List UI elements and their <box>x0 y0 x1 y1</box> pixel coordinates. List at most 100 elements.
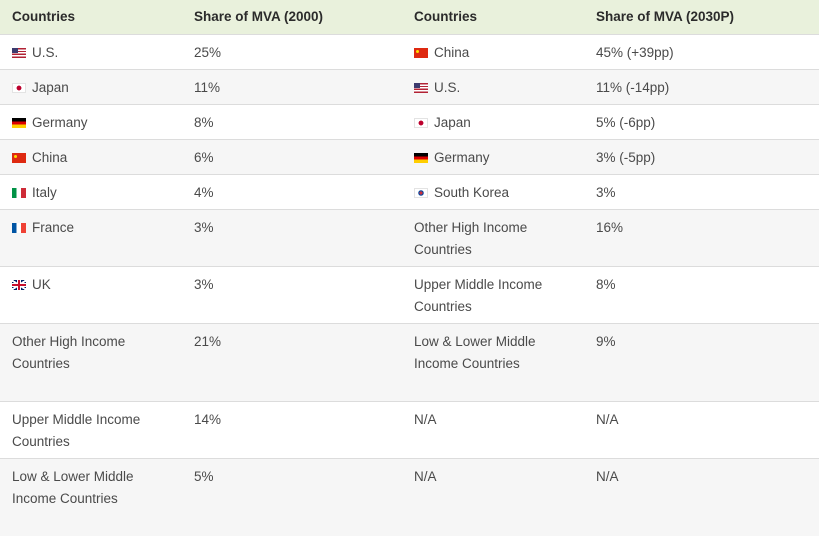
share-2000-cell-text: 21% <box>194 333 222 349</box>
share-2000-cell: 21% <box>182 323 402 401</box>
share-2000-cell: 11% <box>182 69 402 104</box>
country-2000-cell-text: U.S. <box>32 44 59 60</box>
country-2030-cell-text: Low & Lower Middle Income Countries <box>414 333 536 371</box>
country-2000-cell-text: Low & Lower Middle Income Countries <box>12 468 134 506</box>
share-2030-cell-text: N/A <box>596 468 619 484</box>
share-2000-cell-text: 3% <box>194 276 214 292</box>
share-2000-cell-text: 11% <box>194 79 221 95</box>
share-2030-cell: 3% (-5pp) <box>584 139 819 174</box>
country-2000-cell-text: Other High Income Countries <box>12 333 126 371</box>
country-2000-cell-text: China <box>32 149 68 165</box>
share-2030-cell: 5% (-6pp) <box>584 104 819 139</box>
country-2030-cell-text: Japan <box>434 114 471 130</box>
country-2030-cell: Low & Lower Middle Income Countries <box>402 323 584 401</box>
table-row: UK 3% Upper Middle Income Countries 8% <box>0 266 819 323</box>
germany-flag-icon <box>414 152 428 163</box>
country-2030-cell-text: Upper Middle Income Countries <box>414 276 543 314</box>
table-row: Italy 4% South Korea 3% <box>0 174 819 209</box>
share-2030-cell-text: 45% (+39pp) <box>596 44 674 60</box>
share-2030-cell-text: 3% <box>596 184 616 200</box>
uk-flag-icon <box>12 279 26 290</box>
country-2030-cell-text: China <box>434 44 470 60</box>
country-2030-cell: Upper Middle Income Countries <box>402 266 584 323</box>
country-2030-cell: N/A <box>402 401 584 458</box>
country-2000-cell: U.S. <box>0 34 182 69</box>
header-countries-2030: Countries <box>414 9 478 25</box>
country-2030-cell-text: Germany <box>434 149 490 165</box>
country-2000-cell: Upper Middle Income Countries <box>0 401 182 458</box>
share-2030-cell: 8% <box>584 266 819 323</box>
share-2030-cell-text: N/A <box>596 411 619 427</box>
us-flag-icon <box>12 47 26 58</box>
table-row: U.S. 25% China 45% (+39pp) <box>0 34 819 69</box>
country-2000-cell: China <box>0 139 182 174</box>
china-flag-icon <box>414 47 428 58</box>
share-2030-cell: 9% <box>584 323 819 401</box>
table-row: Japan 11% U.S. 11% (-14pp) <box>0 69 819 104</box>
country-2030-cell-text: Other High Income Countries <box>414 219 528 257</box>
italy-flag-icon <box>12 187 26 198</box>
country-2030-cell: U.S. <box>402 69 584 104</box>
share-2030-cell: N/A <box>584 458 819 536</box>
country-2000-cell: Italy <box>0 174 182 209</box>
share-2030-cell: 16% <box>584 209 819 266</box>
table-row: Other High Income Countries 21% Low & Lowe… <box>0 323 819 401</box>
country-2000-cell: Germany <box>0 104 182 139</box>
share-2030-cell-text: 9% <box>596 333 616 349</box>
share-2000-cell: 6% <box>182 139 402 174</box>
share-2000-cell: 25% <box>182 34 402 69</box>
share-2000-cell-text: 4% <box>194 184 214 200</box>
share-2000-cell-text: 25% <box>194 44 222 60</box>
japan-flag-icon <box>12 82 26 93</box>
country-2030-cell-text: N/A <box>414 411 437 427</box>
share-2000-cell-text: 3% <box>194 219 214 235</box>
country-2000-cell: UK <box>0 266 182 323</box>
country-2000-cell: Japan <box>0 69 182 104</box>
country-2000-cell: France <box>0 209 182 266</box>
share-2000-cell: 8% <box>182 104 402 139</box>
share-2030-cell-text: 11% (-14pp) <box>596 79 670 95</box>
header-countries-2000: Countries <box>12 9 76 25</box>
share-2030-cell: 45% (+39pp) <box>584 34 819 69</box>
table-row: Upper Middle Income Countries 14% N/A N/A <box>0 401 819 458</box>
table-header-row: Countries Share of MVA (2000) Countries … <box>0 0 819 34</box>
share-2030-cell-text: 16% <box>596 219 624 235</box>
share-2030-cell-text: 3% (-5pp) <box>596 149 656 165</box>
share-2000-cell-text: 5% <box>194 468 214 484</box>
country-2000-cell-text: UK <box>32 276 51 292</box>
france-flag-icon <box>12 222 26 233</box>
country-2000-cell: Low & Lower Middle Income Countries <box>0 458 182 536</box>
country-2000-cell-text: Italy <box>32 184 57 200</box>
country-2030-cell: Germany <box>402 139 584 174</box>
country-2030-cell-text: N/A <box>414 468 437 484</box>
table-row: China 6% Germany 3% (-5pp) <box>0 139 819 174</box>
country-2000-cell-text: Upper Middle Income Countries <box>12 411 141 449</box>
share-2000-cell: 5% <box>182 458 402 536</box>
china-flag-icon <box>12 152 26 163</box>
header-share-2030: Share of MVA (2030P) <box>596 9 735 25</box>
country-2030-cell-text: U.S. <box>434 79 461 95</box>
share-2030-cell-text: 8% <box>596 276 616 292</box>
country-2000-cell-text: France <box>32 219 75 235</box>
japan-flag-icon <box>414 117 428 128</box>
share-2000-cell-text: 14% <box>194 411 222 427</box>
share-2000-cell-text: 8% <box>194 114 214 130</box>
share-2000-cell: 14% <box>182 401 402 458</box>
country-2000-cell: Other High Income Countries <box>0 323 182 401</box>
country-2030-cell: Other High Income Countries <box>402 209 584 266</box>
table-body: U.S. 25% China 45% (+39pp) Japan 11% U.S. 11% (… <box>0 34 819 536</box>
share-2000-cell: 4% <box>182 174 402 209</box>
table-row: Germany 8% Japan 5% (-6pp) <box>0 104 819 139</box>
share-2030-cell: 3% <box>584 174 819 209</box>
us-flag-icon <box>414 82 428 93</box>
share-2030-cell-text: 5% (-6pp) <box>596 114 656 130</box>
country-2030-cell-text: South Korea <box>434 184 510 200</box>
header-share-2000: Share of MVA (2000) <box>194 9 324 25</box>
share-2000-cell: 3% <box>182 209 402 266</box>
table-row: France 3% Other High Income Countries 16% <box>0 209 819 266</box>
country-2030-cell: South Korea <box>402 174 584 209</box>
country-2030-cell: Japan <box>402 104 584 139</box>
share-2030-cell: N/A <box>584 401 819 458</box>
country-2030-cell: N/A <box>402 458 584 536</box>
